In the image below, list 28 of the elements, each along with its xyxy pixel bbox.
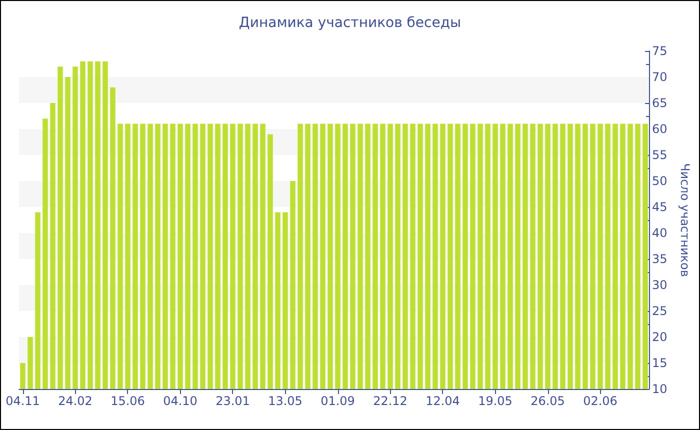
y-tick-label: 20 [652,330,668,344]
y-tick-label: 50 [652,174,668,188]
y-axis-title: Число участников [678,163,692,277]
x-tick-label: 15.06 [110,394,145,408]
y-tick-label: 65 [652,96,668,110]
y-tick-label: 35 [652,252,668,266]
y-tick-label: 25 [652,304,668,318]
y-tick-label: 45 [652,200,668,214]
y-tick-label: 70 [652,70,668,84]
x-tick-label: 22.12 [373,394,408,408]
x-tick-label: 01.09 [320,394,355,408]
y-tick-label: 10 [652,382,668,396]
y-tick-label: 60 [652,122,668,136]
y-tick-label: 55 [652,148,668,162]
x-tick-label: 26.05 [530,394,565,408]
x-tick-label: 24.02 [58,394,92,408]
x-tick-label: 04.10 [163,394,198,408]
x-tick-label: 19.05 [478,394,512,408]
x-tick-label: 02.06 [583,394,618,408]
x-tick-label: 12.04 [426,394,460,408]
y-tick-label: 75 [652,44,668,58]
y-tick-label: 15 [652,356,668,370]
x-tick-label: 13.05 [268,394,302,408]
chart-title: Динамика участников беседы [238,15,462,31]
y-tick-label: 40 [652,226,668,240]
x-tick-label: 04.11 [6,394,40,408]
y-tick-label: 30 [652,278,668,292]
x-tick-label: 23.01 [216,394,250,408]
